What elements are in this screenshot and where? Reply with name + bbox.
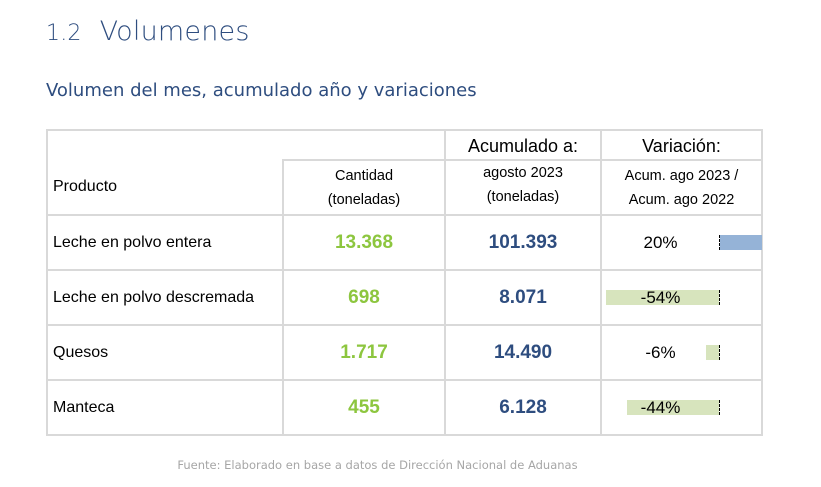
- section-heading: 1.2 Volumenes: [46, 16, 250, 47]
- header-variacion-title: Variación:: [600, 129, 763, 161]
- variacion-value: -54%: [640, 288, 681, 307]
- table-row: Manteca 455 6.128 -44%: [46, 379, 763, 436]
- variacion-bar: [720, 235, 762, 250]
- header-row-bottom: Producto Cantidad (toneladas) agosto 202…: [46, 159, 763, 216]
- variacion-axis: [719, 400, 720, 415]
- product-name: Leche en polvo descremada: [46, 269, 284, 326]
- product-name: Quesos: [46, 324, 284, 381]
- section-title: Volumenes: [99, 16, 250, 47]
- variacion-cell: -6%: [600, 324, 763, 381]
- product-name: Manteca: [46, 379, 284, 436]
- header-variacion-line2: Acum. ago 2022: [628, 191, 735, 208]
- header-variacion: Acum. ago 2023 / Acum. ago 2022: [600, 160, 763, 216]
- product-name: Leche en polvo entera: [46, 214, 284, 271]
- table-row: Quesos 1.717 14.490 -6%: [46, 324, 763, 381]
- volume-table: Acumulado a: Variación: Producto Cantida…: [46, 129, 763, 436]
- variacion-cell: -44%: [600, 379, 763, 436]
- acumulado-value: 14.490: [444, 324, 602, 381]
- acumulado-value: 6.128: [444, 379, 602, 436]
- variacion-bar: [706, 345, 719, 360]
- header-acumulado-title: Acumulado a:: [444, 129, 602, 161]
- variacion-cell: 20%: [600, 214, 763, 271]
- variacion-bar: [626, 400, 719, 415]
- cantidad-value: 455: [282, 379, 446, 436]
- header-cantidad-line1: Cantidad: [334, 167, 394, 184]
- acumulado-value: 8.071: [444, 269, 602, 326]
- header-product: Producto: [46, 160, 284, 216]
- header-blank-cell: [46, 129, 446, 160]
- variacion-value: -44%: [640, 398, 681, 417]
- variacion-cell: -54%: [600, 269, 763, 326]
- variacion-value: 20%: [643, 233, 678, 252]
- variacion-value: -6%: [645, 343, 676, 362]
- section-number: 1.2: [46, 21, 82, 46]
- table-row: Leche en polvo descremada 698 8.071 -54%: [46, 269, 763, 326]
- variacion-axis: [719, 235, 720, 250]
- header-cantidad-line2: (toneladas): [327, 191, 401, 208]
- cantidad-value: 13.368: [282, 214, 446, 271]
- variacion-axis: [719, 290, 720, 305]
- header-variacion-line1: Acum. ago 2023 /: [624, 167, 739, 184]
- header-cantidad: Cantidad (toneladas): [282, 159, 446, 216]
- table-subtitle: Volumen del mes, acumulado año y variaci…: [46, 80, 477, 101]
- header-acumulado: agosto 2023 (toneladas): [444, 160, 602, 216]
- cantidad-value: 698: [282, 269, 446, 326]
- source-note: Fuente: Elaborado en base a datos de Dir…: [177, 458, 578, 472]
- header-acumulado-line1: agosto 2023: [483, 165, 563, 181]
- header-acumulado-line2: (toneladas): [486, 189, 560, 205]
- table-row: Leche en polvo entera 13.368 101.393 20%: [46, 214, 763, 271]
- variacion-bar: [605, 290, 719, 305]
- acumulado-value: 101.393: [444, 214, 602, 271]
- cantidad-value: 1.717: [282, 324, 446, 381]
- variacion-axis: [719, 345, 720, 360]
- header-row-top: Acumulado a: Variación:: [46, 129, 763, 161]
